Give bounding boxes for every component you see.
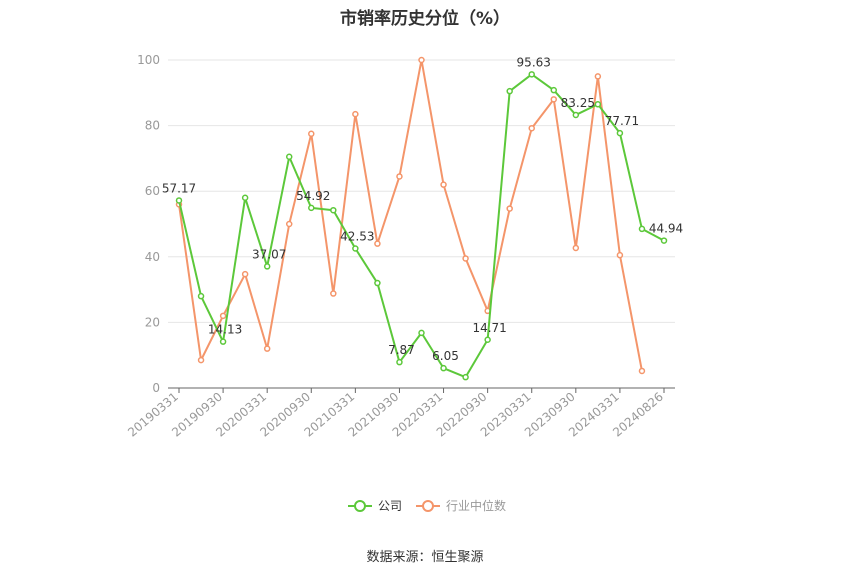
data-label: 83.25 bbox=[561, 96, 595, 110]
industry-point bbox=[440, 181, 447, 188]
company-point bbox=[175, 197, 183, 204]
company-point bbox=[572, 111, 580, 119]
series-line-industry bbox=[178, 59, 643, 372]
data-label: 14.13 bbox=[208, 323, 242, 337]
industry-point bbox=[219, 312, 227, 320]
legend-label: 行业中位数 bbox=[446, 498, 506, 513]
industry-point bbox=[594, 73, 602, 80]
company-point bbox=[263, 263, 271, 270]
data-label: 42.53 bbox=[340, 230, 374, 244]
industry-point bbox=[418, 56, 425, 64]
data-label: 14.71 bbox=[472, 321, 506, 335]
company-point bbox=[462, 373, 469, 381]
y-tick-label: 80 bbox=[145, 119, 160, 133]
company-point bbox=[285, 153, 293, 161]
company-point bbox=[594, 101, 602, 108]
y-tick-label: 0 bbox=[152, 381, 160, 395]
data-label: 57.17 bbox=[162, 181, 196, 195]
legend-marker-icon bbox=[422, 500, 434, 512]
industry-point bbox=[550, 96, 558, 103]
industry-point bbox=[462, 255, 469, 262]
industry-point bbox=[638, 367, 646, 375]
data-label: 54.92 bbox=[296, 189, 330, 203]
source-note: 数据来源：恒生聚源 bbox=[366, 550, 484, 565]
y-tick-label: 60 bbox=[145, 184, 160, 198]
y-tick-label: 20 bbox=[145, 315, 160, 329]
legend-label: 公司 bbox=[378, 499, 402, 513]
legend-item-industry[interactable]: 行业中位数 bbox=[416, 498, 506, 513]
industry-point bbox=[241, 270, 249, 278]
company-point bbox=[197, 292, 205, 300]
y-tick-label: 100 bbox=[137, 53, 160, 67]
company-point bbox=[374, 279, 381, 287]
industry-point bbox=[374, 240, 381, 247]
data-label: 95.63 bbox=[517, 55, 551, 69]
industry-point bbox=[616, 251, 624, 259]
industry-point bbox=[285, 220, 293, 228]
company-point bbox=[660, 237, 668, 244]
data-label: 44.94 bbox=[649, 222, 683, 236]
company-point bbox=[440, 364, 447, 372]
industry-point bbox=[506, 205, 513, 212]
y-tick-label: 40 bbox=[145, 250, 160, 264]
data-label: 77.71 bbox=[605, 114, 639, 128]
legend-item-company[interactable]: 公司 bbox=[348, 499, 402, 513]
company-point bbox=[506, 87, 513, 95]
legend-marker-icon bbox=[354, 500, 366, 512]
company-point bbox=[352, 245, 359, 252]
company-point bbox=[396, 358, 403, 366]
data-label: 6.05 bbox=[432, 349, 459, 363]
company-point bbox=[330, 206, 337, 214]
data-label: 7.87 bbox=[388, 343, 415, 357]
company-point bbox=[550, 86, 558, 94]
industry-point bbox=[263, 345, 271, 352]
industry-point bbox=[396, 173, 403, 180]
industry-point bbox=[572, 244, 580, 252]
industry-point bbox=[330, 290, 337, 297]
company-point bbox=[418, 329, 425, 337]
company-point bbox=[219, 338, 227, 345]
industry-point bbox=[528, 124, 535, 132]
company-point bbox=[528, 71, 535, 78]
company-point bbox=[241, 194, 249, 202]
industry-point bbox=[352, 110, 359, 118]
company-point bbox=[484, 336, 491, 344]
company-point bbox=[616, 129, 624, 137]
industry-point bbox=[197, 356, 205, 364]
industry-point bbox=[308, 130, 315, 138]
chart-title: 市销率历史分位（%） bbox=[339, 9, 511, 29]
company-point bbox=[308, 204, 315, 212]
data-label: 37.07 bbox=[252, 247, 286, 261]
company-point bbox=[638, 225, 646, 233]
